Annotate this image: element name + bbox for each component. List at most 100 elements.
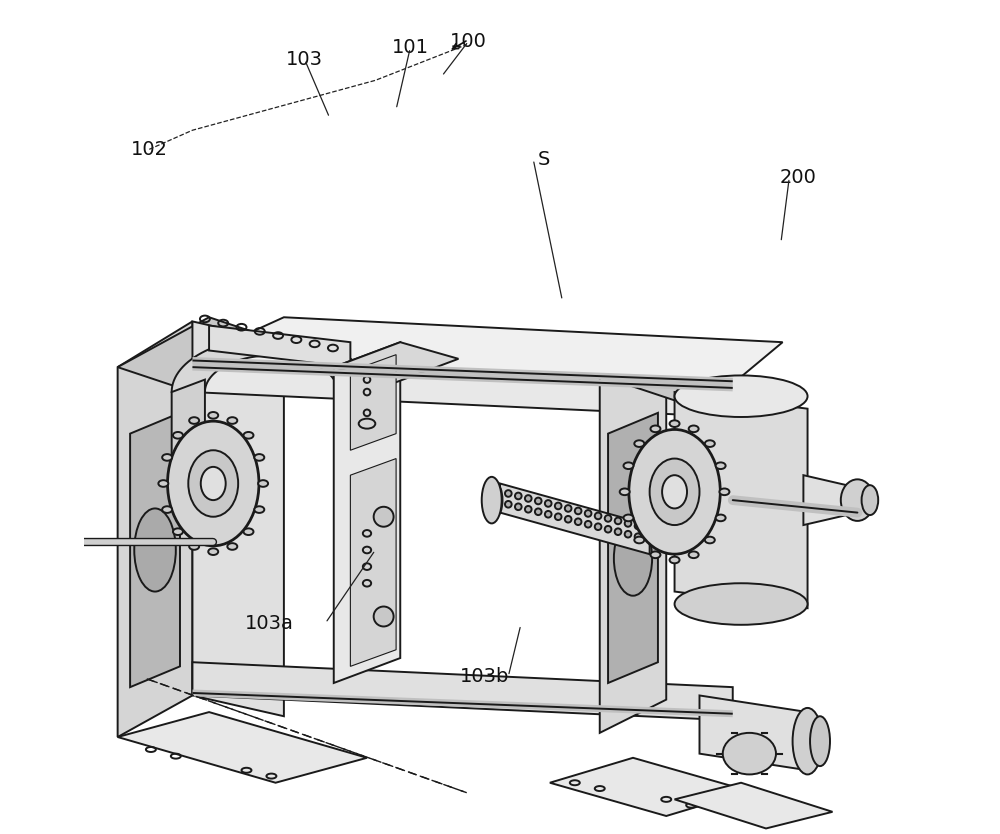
Ellipse shape [162,454,172,460]
Ellipse shape [575,508,581,515]
Ellipse shape [585,521,591,528]
Ellipse shape [716,462,726,469]
Polygon shape [172,337,371,392]
Polygon shape [550,758,749,816]
Ellipse shape [689,551,699,558]
Polygon shape [803,475,857,525]
Ellipse shape [227,543,237,550]
Ellipse shape [208,412,218,419]
Polygon shape [192,317,783,384]
Ellipse shape [605,515,611,522]
Ellipse shape [505,501,512,508]
Ellipse shape [650,459,699,525]
Ellipse shape [841,480,874,521]
Ellipse shape [575,519,581,525]
Ellipse shape [374,507,394,527]
Ellipse shape [515,504,522,510]
Polygon shape [699,696,808,771]
Text: 200: 200 [779,168,816,187]
Ellipse shape [650,425,660,432]
Polygon shape [118,317,284,392]
Ellipse shape [719,489,729,495]
Polygon shape [334,342,400,683]
Ellipse shape [675,583,808,625]
Polygon shape [608,413,658,683]
Ellipse shape [629,430,720,554]
Ellipse shape [615,529,621,535]
Ellipse shape [670,420,680,427]
Ellipse shape [515,493,522,500]
Ellipse shape [505,490,512,497]
Ellipse shape [525,506,532,513]
Polygon shape [600,342,666,733]
Text: 103: 103 [286,50,323,69]
Ellipse shape [489,484,502,517]
Ellipse shape [545,500,552,507]
Polygon shape [209,325,350,367]
Ellipse shape [862,485,878,515]
Text: 103b: 103b [460,667,510,686]
Ellipse shape [689,425,699,432]
Text: 100: 100 [450,32,487,51]
Ellipse shape [595,524,601,530]
Ellipse shape [625,531,631,538]
Ellipse shape [810,716,830,766]
Polygon shape [192,359,733,417]
Polygon shape [675,392,808,608]
Ellipse shape [634,537,644,543]
Ellipse shape [374,606,394,626]
Ellipse shape [615,518,621,525]
Ellipse shape [244,529,253,535]
Polygon shape [675,783,832,828]
Ellipse shape [705,537,715,543]
Text: S: S [538,150,550,168]
Ellipse shape [158,480,168,487]
Ellipse shape [793,708,823,775]
Polygon shape [334,342,458,384]
Polygon shape [118,321,192,737]
Ellipse shape [723,733,776,775]
Ellipse shape [565,516,571,523]
Ellipse shape [254,506,264,513]
Ellipse shape [134,509,176,591]
Polygon shape [350,354,396,450]
Ellipse shape [168,421,259,545]
Ellipse shape [189,543,199,550]
Polygon shape [118,712,367,783]
Ellipse shape [620,489,630,495]
Text: 102: 102 [131,140,168,158]
Polygon shape [130,413,180,687]
Ellipse shape [244,432,253,439]
Ellipse shape [595,513,601,520]
Text: 101: 101 [392,38,429,58]
Ellipse shape [635,534,641,540]
Polygon shape [172,379,205,488]
Polygon shape [192,321,284,716]
Polygon shape [600,342,741,400]
Ellipse shape [258,480,268,487]
Text: 103a: 103a [244,614,293,633]
Ellipse shape [635,523,641,530]
Ellipse shape [614,521,652,595]
Ellipse shape [716,515,726,521]
Ellipse shape [705,440,715,447]
Ellipse shape [555,503,562,510]
Ellipse shape [650,551,660,558]
Ellipse shape [535,498,542,505]
Polygon shape [500,484,650,554]
Ellipse shape [227,417,237,424]
Ellipse shape [162,506,172,513]
Ellipse shape [623,462,633,469]
Ellipse shape [525,495,532,502]
Ellipse shape [188,450,238,517]
Ellipse shape [625,520,631,527]
Polygon shape [350,459,396,666]
Ellipse shape [535,509,542,515]
Ellipse shape [173,529,183,535]
Polygon shape [192,662,733,721]
Ellipse shape [662,475,687,509]
Ellipse shape [254,454,264,460]
Ellipse shape [555,514,562,520]
Ellipse shape [201,467,226,500]
Ellipse shape [585,510,591,517]
